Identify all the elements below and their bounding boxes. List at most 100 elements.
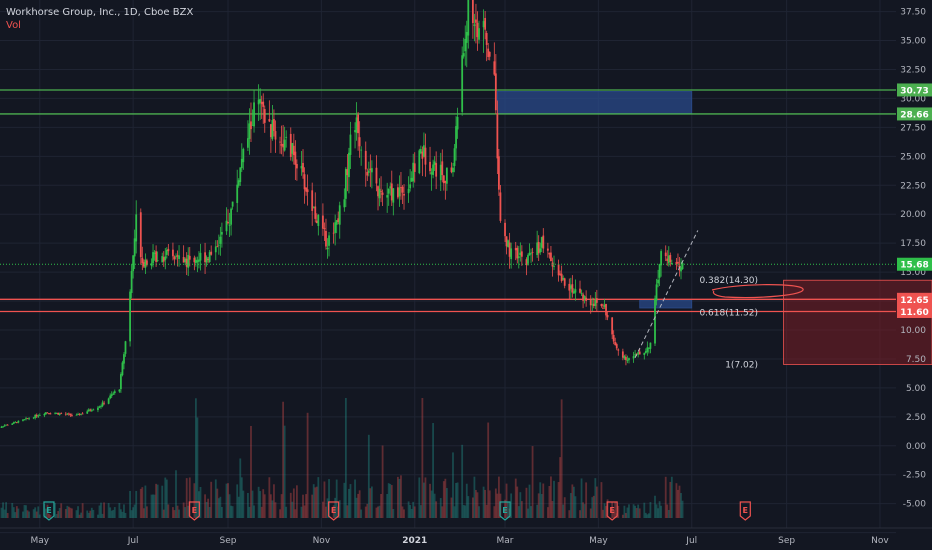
volume-bar [528, 484, 531, 518]
volume-bar [646, 514, 649, 518]
volume-bar [358, 490, 361, 518]
volume-bar [225, 483, 228, 518]
candle-body [89, 409, 92, 411]
earnings-marker[interactable] [188, 501, 200, 521]
candle-body [594, 299, 597, 307]
candle-body [279, 141, 281, 143]
candle-body [17, 420, 20, 423]
volume-bar [424, 477, 427, 518]
candle-body [184, 258, 187, 263]
volume-bar [112, 509, 115, 518]
volume-bar [666, 504, 669, 518]
volume-bar [375, 507, 378, 518]
volume-bar [403, 509, 405, 518]
candle-body [332, 232, 335, 234]
candle-body [338, 205, 341, 225]
volume-bar [172, 507, 174, 518]
candle-body [542, 235, 545, 249]
level-price-tag[interactable] [897, 107, 932, 121]
earnings-marker-label: E [743, 506, 748, 515]
earnings-marker[interactable] [739, 501, 751, 521]
candle-body [528, 252, 531, 256]
candle-body [407, 188, 410, 194]
volume-bar [626, 507, 629, 518]
volume-bar [461, 444, 464, 518]
volume-bar [605, 506, 607, 518]
volume-bar [563, 497, 566, 518]
time-axis[interactable]: May Jul Sep Nov 2021 Mar May Jul Sep Nov [0, 527, 932, 546]
candle-body [493, 61, 496, 75]
volume-bar [237, 496, 240, 518]
earnings-marker[interactable] [606, 501, 618, 521]
candle-body [14, 422, 17, 423]
volume-bar [400, 475, 402, 518]
candle-body [214, 246, 217, 253]
volume-bar [484, 489, 487, 518]
candle-body [337, 218, 340, 222]
volume-bar [193, 483, 196, 518]
volume-bar [75, 510, 78, 518]
volume-bar [612, 509, 615, 518]
volume-bar [150, 494, 153, 518]
candle-body [357, 114, 360, 134]
volume-bar [22, 511, 24, 518]
volume-bar [571, 484, 574, 518]
candle-body [273, 119, 275, 131]
candle-body [139, 212, 142, 258]
candle-body [205, 257, 208, 263]
candle-body [23, 419, 26, 421]
candle-body [55, 413, 58, 414]
level-price-tag[interactable] [897, 304, 932, 318]
volume-bar [300, 506, 303, 518]
candle-body [45, 412, 47, 415]
volume-bar [274, 502, 277, 518]
volume-bar [69, 507, 72, 518]
volume-bar [386, 493, 389, 518]
volume-bar [355, 497, 358, 518]
volume-bar [595, 486, 598, 518]
level-price-tag[interactable] [897, 292, 932, 306]
volume-bar [15, 506, 18, 518]
earnings-marker[interactable] [499, 501, 511, 521]
horizontal-levels[interactable] [0, 89, 896, 313]
price-tick-label: 15.00 [900, 268, 926, 278]
candle-body [536, 242, 539, 255]
candle-body [441, 161, 444, 176]
volume-bar [450, 497, 453, 518]
zones [496, 91, 932, 365]
candle-body [176, 255, 179, 257]
volume-bar [26, 510, 29, 518]
candle-body [90, 410, 93, 412]
volume-bar [133, 504, 136, 518]
candle-body [505, 236, 508, 247]
level-price-tag[interactable] [897, 83, 932, 97]
candle-body [680, 267, 682, 272]
volume-bar [315, 486, 318, 518]
volume-bar [475, 489, 477, 518]
candle-body [251, 124, 254, 126]
volume-bar [242, 490, 245, 518]
price-axis[interactable]: -5.00-2.500.002.505.007.5010.0012.5015.0… [897, 8, 932, 510]
candle-body [167, 248, 170, 252]
candle-body [142, 262, 145, 267]
earnings-marker[interactable] [43, 501, 55, 521]
volume-bar [442, 481, 445, 518]
candle-body [467, 0, 470, 36]
volume-bar [58, 507, 61, 518]
volume-bar [165, 479, 168, 518]
earnings-marker[interactable] [328, 501, 340, 521]
candle-body [135, 214, 138, 242]
volume-bar [589, 508, 592, 518]
candle-body [531, 251, 534, 253]
price-tick-label: 17.50 [900, 239, 926, 249]
candle-body [110, 394, 113, 397]
current-price-tag[interactable] [897, 257, 932, 271]
volume-bar [517, 506, 520, 518]
volume-bar [87, 512, 90, 518]
candle-body [568, 283, 571, 291]
volume-bar [144, 485, 147, 518]
volume-bar [142, 508, 145, 518]
candle-body [5, 424, 8, 426]
